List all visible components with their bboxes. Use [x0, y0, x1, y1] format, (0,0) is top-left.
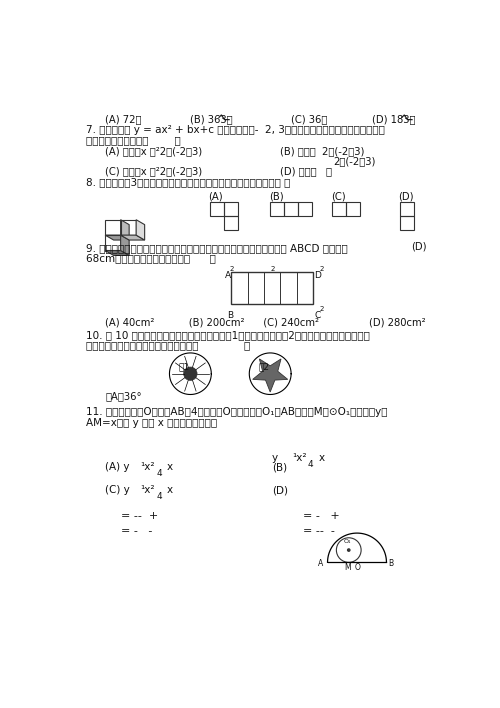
Text: (A): (A)	[208, 191, 223, 201]
Text: （A）36°: （A）36°	[105, 392, 142, 401]
Text: 68cm，则这个柱台面的面积为（      ）: 68cm，则这个柱台面的面积为（ ）	[86, 253, 216, 263]
Text: O: O	[355, 563, 360, 572]
Text: (D) 向下，   ＝: (D) 向下， ＝	[280, 166, 332, 176]
Text: ¹x²: ¹x²	[292, 453, 306, 463]
Text: 4: 4	[308, 460, 313, 469]
Text: 4: 4	[156, 469, 162, 478]
Text: = -   -: = - -	[120, 526, 152, 536]
Text: (A) 向上，x ＝²2，(-2，3): (A) 向上，x ＝²2，(-2，3)	[105, 147, 202, 156]
Polygon shape	[120, 235, 129, 256]
Text: (B): (B)	[272, 462, 287, 472]
Text: C: C	[314, 311, 320, 319]
Text: 2: 2	[319, 266, 324, 272]
Text: (D): (D)	[272, 486, 288, 496]
Text: 2: 2	[319, 306, 324, 312]
Text: ¹x²: ¹x²	[140, 462, 154, 472]
Bar	[232, 272, 313, 304]
Text: x: x	[167, 486, 173, 496]
Polygon shape	[105, 235, 129, 240]
Polygon shape	[136, 219, 144, 240]
Text: y: y	[272, 453, 278, 463]
Text: (D): (D)	[411, 241, 427, 251]
Polygon shape	[120, 219, 129, 240]
Text: 图1: 图1	[179, 362, 190, 371]
Text: 11. 以下图，半圆O的直径AB＝4，与半圆O内相的动圆O₁与AB切于点M，⊙O₁的半径为y，: 11. 以下图，半圆O的直径AB＝4，与半圆O内相的动圆O₁与AB切于点M，⊙O…	[86, 407, 387, 417]
Text: AM=x，则 y 对于 x 的函数关系式是（: AM=x，则 y 对于 x 的函数关系式是（	[86, 418, 217, 428]
Text: D: D	[314, 270, 321, 280]
Text: M: M	[344, 563, 350, 572]
Text: 8. 以下图是用3个大小同样的立方体拼成的，它的正投影不行能是（ ）: 8. 以下图是用3个大小同样的立方体拼成的，它的正投影不行能是（ ）	[86, 178, 290, 188]
Text: (B) 363米: (B) 363米	[190, 114, 233, 124]
Text: 10. 由 10 把同样的折扇构成的「蜂恋花」（图1）和梅花图案（图2）（图中的折扇无重叠），: 10. 由 10 把同样的折扇构成的「蜂恋花」（图1）和梅花图案（图2）（图中的…	[86, 330, 370, 340]
Text: (D) 183米: (D) 183米	[372, 114, 416, 124]
Text: A: A	[225, 270, 232, 280]
Text: A: A	[318, 559, 324, 568]
Text: 4: 4	[156, 492, 162, 501]
Text: (C) y: (C) y	[105, 486, 130, 496]
Polygon shape	[120, 235, 144, 240]
Text: 2: 2	[270, 266, 275, 272]
Text: O₁: O₁	[344, 539, 351, 544]
Text: (A) 40cm²           (B) 200cm²      (C) 240cm²                (D) 280cm²: (A) 40cm² (B) 200cm² (C) 240cm² (D) 280c…	[105, 317, 426, 328]
Circle shape	[348, 549, 350, 552]
Text: (B): (B)	[268, 191, 283, 201]
Text: 2: 2	[230, 266, 234, 272]
Text: (D): (D)	[398, 191, 413, 201]
Text: 9. 一个矩形柱台面用了体积不同形状相同的边框围成，以下图已知矩形 ABCD 的周长为: 9. 一个矩形柱台面用了体积不同形状相同的边框围成，以下图已知矩形 ABCD 的…	[86, 243, 347, 253]
Text: = --  +: = -- +	[120, 510, 158, 521]
Text: 则梅花图案中的五角星的五个锐角均为（              ）: 则梅花图案中的五角星的五个锐角均为（ ）	[86, 341, 250, 350]
Text: (C) 向上，x ＝²2，(-2，3): (C) 向上，x ＝²2，(-2，3)	[105, 166, 202, 176]
Text: 图2: 图2	[258, 362, 270, 371]
Text: x: x	[167, 462, 173, 472]
Polygon shape	[252, 359, 288, 392]
Text: 2，(-2，3): 2，(-2，3)	[334, 156, 376, 166]
Text: B: B	[227, 311, 233, 319]
Text: ¹x²: ¹x²	[140, 486, 154, 496]
Circle shape	[184, 367, 197, 380]
Polygon shape	[105, 251, 129, 256]
Text: B: B	[388, 559, 393, 568]
Text: 7. 已知抛物线 y = ax² + bx+c 的最高点是（-  2, 3），则这条抛物线的张口方向、对称: 7. 已知抛物线 y = ax² + bx+c 的最高点是（- 2, 3），则这…	[86, 125, 384, 135]
Text: = -   +: = - +	[303, 510, 340, 521]
Text: x: x	[318, 453, 324, 463]
Text: = --  -: = -- -	[303, 526, 334, 536]
Text: (C): (C)	[330, 191, 345, 201]
Text: (C) 36米: (C) 36米	[291, 114, 328, 124]
Text: (B) 向下，  2＝(-2，3): (B) 向下， 2＝(-2，3)	[280, 147, 364, 156]
Text: (A) y: (A) y	[105, 462, 130, 472]
Text: 轴、极点坐标依次是（        ）: 轴、极点坐标依次是（ ）	[86, 135, 180, 145]
Text: (A) 72米: (A) 72米	[105, 114, 142, 124]
